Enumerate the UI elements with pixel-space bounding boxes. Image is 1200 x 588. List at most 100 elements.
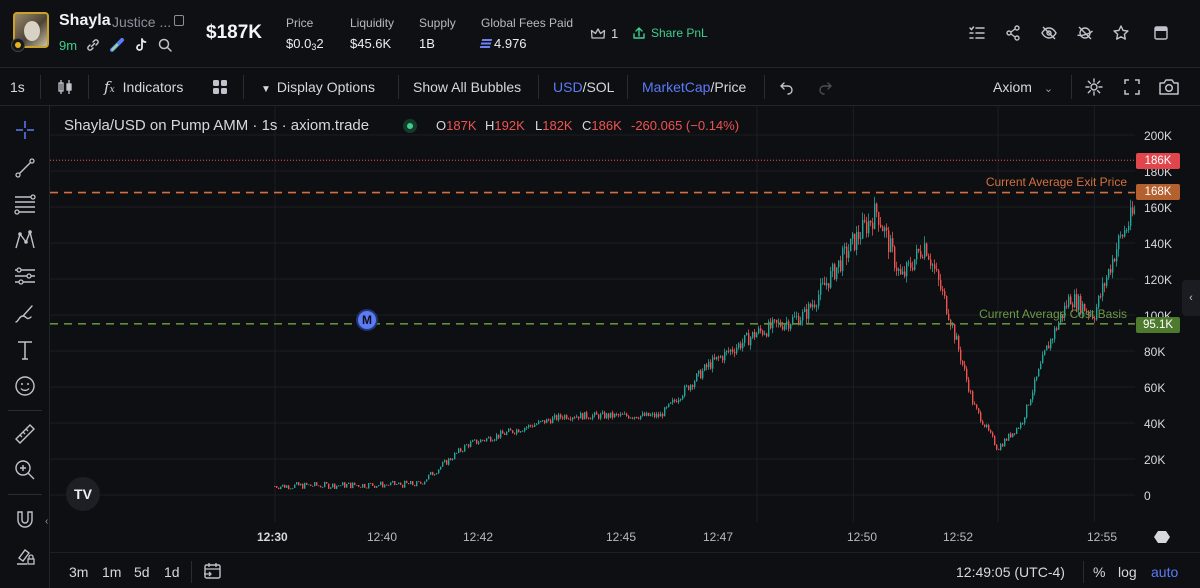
candle-body — [976, 404, 978, 409]
avg-exit-price-badge: 168K — [1136, 184, 1180, 200]
brush-icon[interactable] — [13, 302, 37, 326]
link-icon[interactable] — [85, 37, 101, 53]
range-3m[interactable]: 3m — [69, 564, 89, 580]
zoom-in-icon[interactable] — [13, 458, 37, 482]
log-toggle[interactable]: log — [1118, 564, 1137, 580]
collapse-arrow-icon[interactable]: ‹ — [45, 516, 49, 527]
star-icon[interactable] — [1112, 24, 1130, 42]
price-axis[interactable]: 200K 180K 160K 140K 120K 100K 80K 60K 40… — [1135, 106, 1182, 522]
share-nodes-icon[interactable] — [1004, 24, 1022, 42]
pump-icon[interactable] — [109, 37, 125, 53]
clock-timezone[interactable]: 12:49:05 (UTC-4) — [956, 564, 1065, 580]
trade-marker[interactable]: M — [356, 309, 378, 331]
hide-planet-icon[interactable] — [1076, 24, 1094, 42]
fib-lines-icon[interactable] — [13, 192, 37, 216]
candle-body — [538, 421, 540, 424]
percent-toggle[interactable]: % — [1093, 564, 1106, 580]
display-options-button[interactable]: ▼ Display Options — [261, 79, 375, 95]
candle-body — [1086, 311, 1088, 313]
candle-body — [946, 296, 948, 314]
avg-exit-price-label: Current Average Exit Price — [985, 175, 1127, 189]
candle-body — [546, 419, 548, 424]
redo-icon[interactable] — [817, 79, 833, 95]
side-panel-toggle[interactable]: ‹ — [1182, 280, 1200, 316]
projection-icon[interactable] — [13, 264, 37, 288]
source-label: Axiom — [993, 79, 1032, 95]
candle-body — [1122, 235, 1124, 237]
source-select[interactable]: Axiom ⌄ — [993, 79, 1053, 95]
candle-body — [620, 413, 622, 416]
chart-grid — [50, 106, 1135, 522]
go-to-date-icon[interactable] — [203, 561, 223, 581]
candle-body — [794, 316, 796, 318]
candle-body — [490, 437, 492, 442]
candle-body — [756, 333, 758, 338]
fullscreen-icon[interactable] — [1123, 78, 1141, 96]
candle-body — [1038, 369, 1040, 377]
camera-icon[interactable] — [1158, 77, 1180, 97]
text-icon[interactable] — [13, 338, 37, 362]
templates-icon[interactable] — [211, 78, 229, 96]
candle-body — [1112, 258, 1114, 273]
current-price-badge: 186K — [1136, 153, 1180, 169]
candle-type-icon[interactable] — [56, 78, 74, 96]
candle-body — [500, 431, 502, 438]
candle-body — [590, 418, 592, 420]
range-5d[interactable]: 5d — [134, 564, 150, 580]
undo-icon[interactable] — [779, 79, 795, 95]
candle-body — [1000, 444, 1002, 450]
candle-body — [894, 246, 896, 268]
candle-body — [928, 255, 930, 260]
interval-button[interactable]: 1s — [10, 79, 25, 95]
price-chart[interactable]: Shayla/USD on Pump AMM · 1s · axiom.trad… — [50, 106, 1135, 522]
stat-price: Price $0.032 — [286, 16, 324, 52]
candle-body — [288, 485, 290, 490]
settings-gear-icon[interactable] — [1084, 77, 1104, 97]
chart-canvas[interactable] — [50, 106, 1135, 522]
pattern-icon[interactable] — [13, 228, 37, 252]
indicators-button[interactable]: fx Indicators — [104, 78, 183, 96]
auto-scale-toggle[interactable]: auto — [1151, 564, 1179, 580]
candle-body — [276, 486, 278, 488]
trendline-icon[interactable] — [13, 156, 37, 180]
tiktok-icon[interactable] — [133, 37, 149, 53]
function-icon: fx — [104, 78, 115, 96]
candle-body — [740, 343, 742, 349]
copy-icon[interactable] — [174, 15, 184, 26]
list-check-icon[interactable] — [968, 24, 986, 42]
candle-body — [674, 399, 676, 401]
candle-body — [280, 486, 282, 489]
time-axis[interactable]: 12:30 12:40 12:42 12:45 12:47 12:50 12:5… — [50, 522, 1200, 552]
candle-body — [404, 480, 406, 488]
tradingview-logo[interactable]: TV — [66, 477, 100, 511]
candle-body — [384, 484, 386, 488]
crosshair-icon[interactable] — [13, 118, 37, 142]
crown-counter[interactable]: 1 — [590, 26, 618, 41]
mcap-price-toggle[interactable]: MarketCap/Price — [642, 79, 747, 95]
lock-drawing-icon[interactable] — [13, 544, 37, 568]
show-bubbles-button[interactable]: Show All Bubbles — [413, 79, 522, 95]
share-pnl-button[interactable]: Share PnL — [632, 26, 708, 40]
window-icon[interactable] — [1152, 24, 1170, 42]
magnet-icon[interactable] — [13, 508, 37, 532]
ruler-icon[interactable] — [13, 422, 37, 446]
indicators-label: Indicators — [122, 79, 184, 95]
candle-body — [1114, 258, 1116, 262]
candle-body — [570, 418, 572, 420]
emoji-icon[interactable] — [13, 374, 37, 398]
hexagon-settings-icon[interactable] — [1154, 530, 1170, 544]
candle-body — [828, 283, 830, 288]
eye-off-icon[interactable] — [1040, 24, 1058, 42]
range-1m[interactable]: 1m — [102, 564, 122, 580]
candle-body — [572, 417, 574, 420]
candle-body — [586, 412, 588, 418]
range-1d[interactable]: 1d — [164, 564, 180, 580]
candle-body — [562, 417, 564, 419]
search-icon[interactable] — [157, 37, 173, 53]
candle-body — [472, 440, 474, 442]
candle-body — [944, 291, 946, 297]
price-tick: 140K — [1144, 237, 1173, 251]
currency-toggle[interactable]: USD/SOL — [553, 79, 615, 95]
candle-body — [902, 271, 904, 275]
candle-body — [1088, 311, 1090, 315]
